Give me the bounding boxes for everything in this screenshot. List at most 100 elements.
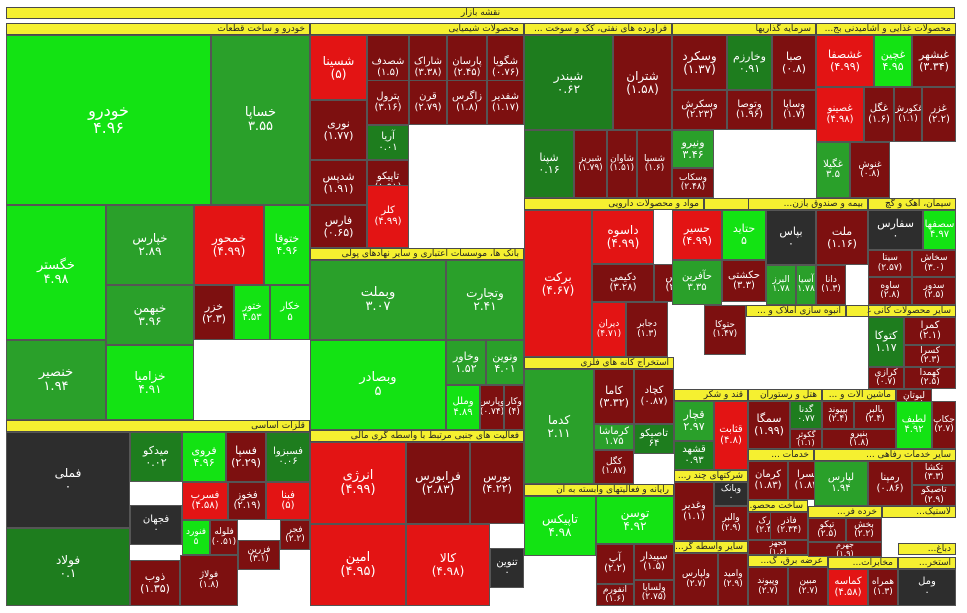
stock-cell-کاما[interactable]: کاما (۳.۳۲) [594, 369, 634, 424]
stock-cell-داسوه[interactable]: داسوه (۴.۹۹) [592, 210, 654, 264]
stock-cell-وسکاب[interactable]: وسکاب (۲.۴۸) [672, 168, 714, 198]
stock-cell-سصفها[interactable]: سصفها ۴.۹۷ [923, 210, 956, 250]
stock-cell-بورس[interactable]: بورس (۴.۲۲) [470, 442, 524, 524]
stock-cell-خزامیا[interactable]: خزامیا ۴.۹۱ [106, 345, 194, 420]
stock-cell-فسپا[interactable]: فسپا (۲.۲۹) [226, 432, 266, 482]
stock-cell-سمگا[interactable]: سمگا (۱.۹۹) [748, 401, 790, 449]
stock-cell-شفدیر[interactable]: شفدیر (۱.۱۷) [487, 80, 524, 125]
stock-cell-فروی[interactable]: فروی ۴.۹۶ [182, 432, 226, 482]
stock-cell-شبندر[interactable]: شبندر ۰.۶۲ [524, 35, 613, 130]
stock-cell-شسپا[interactable]: شسپا (۱.۶) [637, 130, 672, 198]
stock-cell-آریا[interactable]: آریا ۰.۰۱ [367, 125, 409, 160]
stock-cell-قرن[interactable]: قرن (۲.۷۹) [409, 80, 447, 125]
stock-cell-کالا[interactable]: کالا (۴.۹۸) [406, 524, 490, 606]
stock-cell-فخوز[interactable]: فخوز (۲.۱۹) [228, 482, 266, 520]
stock-cell-وامید[interactable]: وامید (۲.۹) [718, 553, 748, 606]
stock-cell-وکار[interactable]: وکار (۴) [504, 385, 524, 430]
stock-cell-تاپیکس[interactable]: تاپیکس ۴.۹۸ [524, 496, 596, 556]
stock-cell-انرژی[interactable]: انرژی (۴.۹۹) [310, 442, 406, 524]
stock-cell-برکت[interactable]: برکت (۴.۶۷) [524, 210, 592, 357]
stock-cell-آسیا[interactable]: آسیا ۱.۷۸ [796, 265, 816, 305]
stock-cell-جکاپ[interactable]: جکاپ (۲.۷) [932, 401, 956, 449]
stock-cell-حسیر[interactable]: حسیر (۴.۹۹) [672, 210, 722, 260]
stock-cell-وبانک[interactable]: وبانک ۰ [714, 482, 748, 506]
stock-cell-وبملت[interactable]: وبملت ۳.۰۷ [310, 260, 446, 340]
stock-cell-غبشهر[interactable]: غبشهر (۳.۳۴) [912, 35, 956, 87]
stock-cell-فرابورس[interactable]: فرابورس (۲.۸۳) [406, 442, 470, 524]
stock-cell-فارس[interactable]: فارس (۰.۶۵) [310, 205, 367, 248]
stock-cell-حکشتی[interactable]: حکشتی (۳.۳) [722, 260, 766, 302]
stock-cell-حآفرین[interactable]: حآفرین ۳.۳۵ [672, 260, 722, 305]
stock-cell-بخش[interactable]: بخش (۲.۲) [846, 518, 882, 542]
stock-cell-کچاد[interactable]: کچاد (۰.۸۷) [634, 369, 674, 424]
stock-cell-وبصادر[interactable]: وبصادر ۵ [310, 340, 446, 430]
stock-cell-غکورش[interactable]: غکورش (۱.۱) [894, 87, 922, 142]
stock-cell-حتاید[interactable]: حتاید ۵ [722, 210, 766, 260]
stock-cell-فسرب[interactable]: فسرب (۴.۵۸) [182, 482, 228, 520]
stock-cell-سفارس[interactable]: سفارس ۰ [868, 210, 923, 250]
stock-cell-فسبزوا[interactable]: فسبزوا ۰.۰۶ [266, 432, 310, 482]
stock-cell-خپارس[interactable]: خپارس ۲.۸۹ [106, 205, 194, 285]
stock-cell-وسکرش[interactable]: وسکرش (۲.۲۳) [672, 90, 727, 130]
stock-cell-پترول[interactable]: پترول (۳.۱۶) [367, 80, 409, 125]
stock-cell-خزر[interactable]: خزر (۲.۳) [194, 285, 234, 340]
stock-cell-مبین[interactable]: مبین (۲.۷) [788, 567, 828, 606]
stock-cell-ذوب[interactable]: ذوب (۱.۳۵) [130, 560, 180, 606]
stock-cell-دیران[interactable]: دیران (۴.۷۱) [592, 302, 626, 357]
stock-cell-کهمدا[interactable]: کهمدا (۲.۵) [904, 367, 956, 389]
stock-cell-ونوین[interactable]: ونوین ۴.۰۱ [486, 340, 524, 385]
stock-cell-سپیدار[interactable]: سپیدار (۱.۵) [634, 544, 674, 580]
stock-cell-قشهد[interactable]: قشهد ۰.۹۳ [674, 441, 714, 470]
stock-cell-نوری[interactable]: نوری (۱.۷۷) [310, 100, 367, 160]
stock-cell-وساپا[interactable]: وساپا (۱.۷) [772, 90, 816, 130]
stock-cell-وسکرد[interactable]: وسکرد (۱.۳۷) [672, 35, 727, 90]
stock-cell-خگستر[interactable]: خگستر ۴.۹۸ [6, 205, 106, 340]
stock-cell-ونیرو[interactable]: ونیرو ۳.۴۶ [672, 130, 714, 168]
stock-cell-قثابت[interactable]: قثابت (۴.۸) [714, 401, 748, 470]
stock-cell-وغدیر[interactable]: وغدیر (۱.۱) [674, 482, 714, 541]
stock-cell-خبهمن[interactable]: خبهمن ۳.۹۶ [106, 285, 194, 345]
stock-cell-فجر[interactable]: فجر (۲.۲) [280, 520, 310, 550]
stock-cell-وخارزم[interactable]: وخارزم ۰.۹۱ [727, 35, 772, 90]
stock-cell-آپ[interactable]: آپ (۲.۲) [596, 544, 634, 584]
stock-cell-غگل[interactable]: غگل (۱.۶) [864, 87, 894, 142]
stock-cell-گدنا[interactable]: گدنا ۰.۷۷ [790, 401, 822, 429]
stock-cell-همراه[interactable]: همراه (۱.۳) [868, 569, 898, 606]
stock-cell-کگل[interactable]: کگل (۱.۸۷) [594, 450, 634, 484]
stock-cell-دجابر[interactable]: دجابر (۱.۳) [626, 302, 668, 357]
stock-cell-فجهز[interactable]: فجهز (۱.۶) [748, 540, 808, 555]
stock-cell-غنوش[interactable]: غنوش (۰.۸) [850, 142, 890, 198]
stock-cell-سدور[interactable]: سدور (۲.۵) [912, 277, 956, 305]
stock-cell-توسن[interactable]: توسن ۴.۹۲ [596, 496, 674, 544]
stock-cell-تنوین[interactable]: تنوین ۰ [490, 548, 524, 588]
stock-cell-وملل[interactable]: وملل ۴.۸۹ [446, 385, 480, 430]
stock-cell-لطیف[interactable]: لطیف ۴.۹۲ [896, 401, 932, 449]
stock-cell-غگیلا[interactable]: غگیلا ۳.۵ [816, 142, 850, 198]
stock-cell-بالبر[interactable]: بالبر (۲.۴) [854, 401, 896, 429]
stock-cell-فملی[interactable]: فملی ۰ [6, 432, 130, 528]
stock-cell-خمحور[interactable]: خمحور (۴.۹۹) [194, 205, 264, 285]
stock-cell-ولپارس[interactable]: ولپارس (۲.۷) [674, 553, 718, 606]
stock-cell-البرز[interactable]: البرز ۱.۷۸ [766, 265, 796, 305]
stock-cell-کسرا[interactable]: کسرا (۲.۳) [904, 345, 956, 367]
stock-cell-قچار[interactable]: قچار ۲.۹۷ [674, 401, 714, 441]
stock-cell-کمرا[interactable]: کمرا (۲.۱) [904, 317, 956, 345]
stock-cell-وپارس[interactable]: وپارس (۰.۷۴) [480, 385, 504, 430]
stock-cell-کرماشا[interactable]: کرماشا ۱.۷۵ [594, 424, 634, 450]
stock-cell-بپیوند[interactable]: بپیوند (۲.۴) [822, 401, 854, 429]
stock-cell-حتوکا[interactable]: حتوکا (۱.۴۷) [704, 305, 746, 355]
stock-cell-شپنا[interactable]: شپنا ۰.۱۶ [524, 130, 574, 198]
stock-cell-ختور[interactable]: ختور ۴.۵۳ [234, 285, 270, 340]
stock-cell-غشصفا[interactable]: غشصفا (۴.۹۹) [816, 35, 874, 87]
stock-cell-غصینو[interactable]: غصینو (۴.۹۸) [816, 87, 864, 142]
stock-cell-امین[interactable]: امین (۴.۹۵) [310, 524, 406, 606]
stock-cell-صبا[interactable]: صبا (۰.۸) [772, 35, 816, 90]
stock-cell-کرمان[interactable]: کرمان (۱.۸۳) [748, 461, 788, 500]
stock-cell-سخاش[interactable]: سخاش (۳.۰) [912, 250, 956, 277]
stock-cell-غزر[interactable]: غزر (۲.۲) [922, 87, 956, 142]
stock-cell-کدما[interactable]: کدما ۲.۱۱ [524, 369, 594, 484]
stock-cell-ولساپا[interactable]: ولساپا (۲.۷۵) [634, 580, 674, 606]
stock-cell-تپکو[interactable]: تپکو (۲.۵) [808, 518, 846, 542]
stock-cell-کرازی[interactable]: کرازی (۰.۷) [868, 367, 904, 389]
stock-cell-تاصیکو[interactable]: تاصیکو ۶۴ [634, 424, 674, 454]
